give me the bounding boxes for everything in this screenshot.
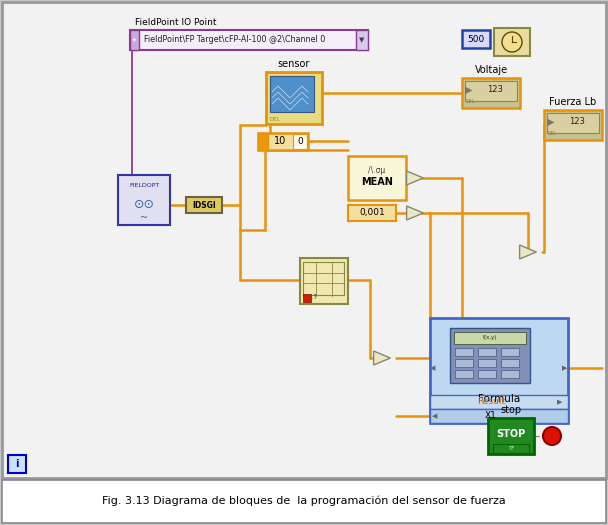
Text: ▶: ▶ <box>562 365 568 371</box>
FancyBboxPatch shape <box>430 395 568 409</box>
Text: ◀: ◀ <box>432 413 438 419</box>
FancyBboxPatch shape <box>462 30 490 48</box>
FancyBboxPatch shape <box>356 30 368 50</box>
Text: DEL: DEL <box>548 131 558 136</box>
FancyBboxPatch shape <box>455 370 473 378</box>
FancyBboxPatch shape <box>300 258 348 304</box>
Text: 123: 123 <box>569 118 585 127</box>
FancyBboxPatch shape <box>186 197 222 213</box>
Text: ▶: ▶ <box>547 117 554 127</box>
Text: ~: ~ <box>140 213 148 223</box>
Text: Fuerza Lb: Fuerza Lb <box>550 97 596 107</box>
FancyBboxPatch shape <box>266 72 322 124</box>
FancyBboxPatch shape <box>130 30 368 50</box>
FancyBboxPatch shape <box>455 359 473 367</box>
FancyBboxPatch shape <box>270 76 314 112</box>
FancyBboxPatch shape <box>501 370 519 378</box>
FancyBboxPatch shape <box>118 175 170 225</box>
FancyBboxPatch shape <box>2 480 606 523</box>
FancyBboxPatch shape <box>465 81 517 101</box>
Text: ⊙⊙: ⊙⊙ <box>134 198 154 212</box>
Text: Result: Result <box>477 397 505 406</box>
FancyBboxPatch shape <box>454 332 526 344</box>
FancyBboxPatch shape <box>455 348 473 356</box>
Text: 0: 0 <box>297 137 303 146</box>
FancyBboxPatch shape <box>494 28 530 56</box>
Text: ✦: ✦ <box>132 37 136 43</box>
Text: IDSGI: IDSGI <box>192 201 216 209</box>
FancyBboxPatch shape <box>478 359 496 367</box>
FancyBboxPatch shape <box>547 113 599 133</box>
Text: Voltaje: Voltaje <box>474 65 508 75</box>
FancyBboxPatch shape <box>493 444 529 453</box>
Text: 10: 10 <box>274 136 286 146</box>
Polygon shape <box>407 171 423 185</box>
Text: DEL: DEL <box>466 99 475 104</box>
FancyBboxPatch shape <box>293 134 307 149</box>
Text: .↑: .↑ <box>310 294 318 300</box>
Text: Formula: Formula <box>478 394 520 404</box>
FancyBboxPatch shape <box>488 418 534 454</box>
Text: FieldPoint\FP Target\cFP-AI-100 @2\Channel 0: FieldPoint\FP Target\cFP-AI-100 @2\Chann… <box>144 36 325 45</box>
FancyBboxPatch shape <box>430 409 568 423</box>
FancyBboxPatch shape <box>303 294 311 302</box>
FancyBboxPatch shape <box>462 78 520 108</box>
Text: /\.σμ: /\.σμ <box>368 166 385 175</box>
Text: 500: 500 <box>468 35 485 44</box>
FancyBboxPatch shape <box>544 110 602 140</box>
Polygon shape <box>373 351 390 365</box>
Circle shape <box>502 32 522 52</box>
Text: X1: X1 <box>485 412 497 421</box>
Text: f(x,y): f(x,y) <box>483 335 497 341</box>
Text: FIELDOPT: FIELDOPT <box>129 183 159 188</box>
Text: STOP: STOP <box>496 429 526 439</box>
Text: Fig. 3.13 Diagrama de bloques de  la programación del sensor de fuerza: Fig. 3.13 Diagrama de bloques de la prog… <box>102 496 506 506</box>
FancyBboxPatch shape <box>501 348 519 356</box>
Circle shape <box>543 427 561 445</box>
Text: ▶: ▶ <box>558 399 562 405</box>
Text: ◀: ◀ <box>430 365 436 371</box>
FancyBboxPatch shape <box>348 205 396 221</box>
Text: ▼: ▼ <box>359 37 365 43</box>
FancyBboxPatch shape <box>130 30 139 50</box>
Text: sensor: sensor <box>278 59 310 69</box>
FancyBboxPatch shape <box>348 156 406 200</box>
Text: TF: TF <box>508 446 514 452</box>
FancyBboxPatch shape <box>258 133 308 150</box>
Text: 123: 123 <box>487 86 503 94</box>
Text: ▶: ▶ <box>465 85 472 95</box>
Text: 0,001: 0,001 <box>359 208 385 217</box>
FancyBboxPatch shape <box>450 328 530 383</box>
Text: FieldPoint IO Point: FieldPoint IO Point <box>135 18 216 27</box>
FancyBboxPatch shape <box>478 370 496 378</box>
FancyBboxPatch shape <box>430 318 568 423</box>
Text: stop: stop <box>500 405 522 415</box>
Text: i: i <box>15 459 19 469</box>
Polygon shape <box>520 245 536 259</box>
FancyBboxPatch shape <box>258 133 268 150</box>
Text: DEL: DEL <box>270 117 281 122</box>
FancyBboxPatch shape <box>478 348 496 356</box>
Polygon shape <box>407 206 423 220</box>
Text: MEAN: MEAN <box>361 177 393 187</box>
FancyBboxPatch shape <box>501 359 519 367</box>
FancyBboxPatch shape <box>8 455 26 473</box>
FancyBboxPatch shape <box>2 2 606 478</box>
